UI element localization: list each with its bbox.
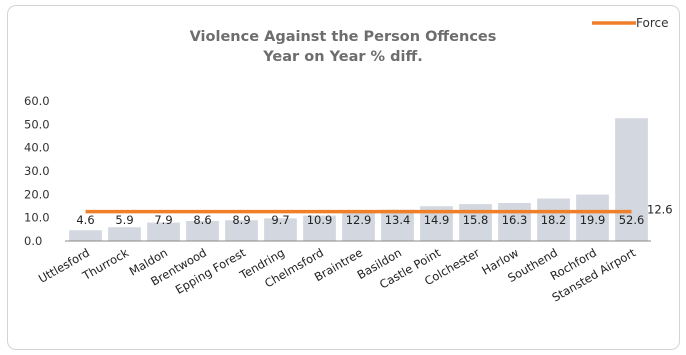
chart-frame [7, 5, 680, 350]
chart-title-line1: Violence Against the Person Offences [190, 29, 497, 45]
bar [342, 210, 375, 241]
bar [147, 222, 180, 241]
data-label: 52.6 [619, 213, 645, 227]
data-label: 15.8 [463, 213, 489, 227]
bar [264, 218, 297, 241]
data-label: 14.9 [424, 213, 450, 227]
bar [576, 194, 609, 241]
y-tick-label: 20.0 [24, 187, 50, 201]
y-tick-label: 50.0 [24, 117, 50, 131]
data-label: 7.9 [154, 213, 172, 227]
bar [381, 209, 414, 241]
bar [615, 118, 648, 241]
bar [303, 215, 336, 241]
category-labels: UttlesfordThurrockMaldonBrentwoodEpping … [36, 245, 638, 304]
data-label: 12.9 [346, 213, 372, 227]
bar [537, 198, 570, 241]
category-label: Uttlesford [36, 245, 92, 285]
bar [69, 230, 102, 241]
y-tick-label: 10.0 [24, 211, 50, 225]
data-label: 4.6 [76, 213, 94, 227]
data-label: 10.9 [307, 213, 333, 227]
bar [498, 202, 531, 241]
data-labels: 4.6 5.9 7.9 8.6 8.9 9.7 10.9 12.9 13.4 14.9 15.8 16… [76, 213, 644, 227]
data-label: 13.4 [385, 213, 411, 227]
legend: Force [592, 16, 668, 30]
data-label: 5.9 [115, 213, 133, 227]
y-tick-label: 0.0 [24, 234, 42, 248]
data-label: 8.6 [193, 213, 211, 227]
chart-title-line2: Year on Year % diff. [262, 49, 423, 65]
data-label: 18.2 [541, 213, 567, 227]
y-axis: 0.0 10.0 20.0 30.0 40.0 50.0 60.0 [24, 94, 50, 248]
force-line-group: 12.6 [85, 203, 673, 217]
y-tick-label: 30.0 [24, 164, 50, 178]
bar [186, 220, 219, 241]
force-value-label: 12.6 [647, 203, 673, 217]
data-label: 9.7 [271, 213, 289, 227]
bar [225, 220, 258, 241]
y-tick-label: 60.0 [24, 94, 50, 108]
bar [108, 227, 141, 241]
bars [69, 118, 648, 241]
data-label: 19.9 [580, 213, 606, 227]
legend-force-label: Force [636, 16, 668, 30]
data-label: 8.9 [232, 213, 250, 227]
data-label: 16.3 [502, 213, 528, 227]
y-tick-label: 40.0 [24, 141, 50, 155]
